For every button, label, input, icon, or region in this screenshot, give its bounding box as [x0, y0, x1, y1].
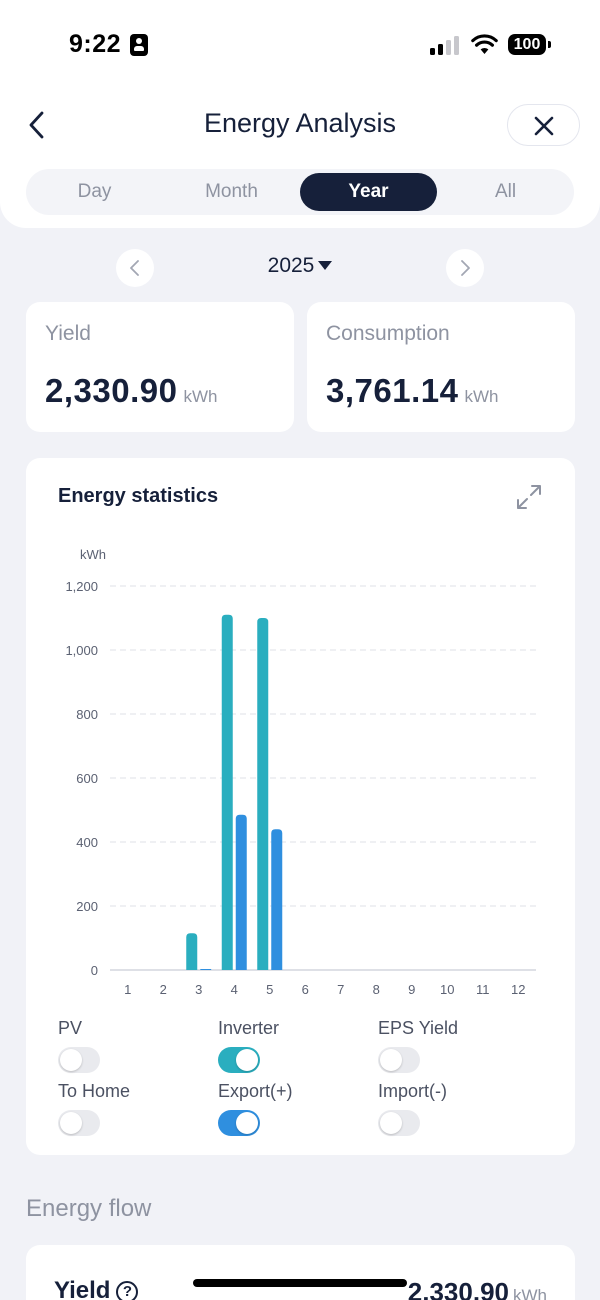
consumption-value: 3,761.14: [326, 372, 459, 409]
close-button[interactable]: [507, 104, 580, 146]
y-tick-label: 600: [76, 771, 98, 786]
x-tick-label: 10: [440, 982, 454, 997]
chevron-left-icon: [130, 260, 139, 276]
bar-inverter-month-3[interactable]: [186, 933, 198, 970]
x-tick-label: 2: [160, 982, 167, 997]
y-tick-label: 800: [76, 707, 98, 722]
contact-card-icon: [130, 34, 148, 56]
next-year-button[interactable]: [446, 249, 484, 287]
x-tick-label: 1: [124, 982, 131, 997]
x-tick-label: 11: [476, 982, 490, 997]
x-tick-label: 6: [302, 982, 309, 997]
legend-eps-yield: EPS Yield: [378, 1018, 459, 1073]
flow-yield-unit: kWh: [513, 1286, 547, 1300]
legend-label: Inverter: [218, 1018, 280, 1038]
x-tick-label: 4: [231, 982, 238, 997]
legend-label: To Home: [58, 1081, 131, 1101]
eps-yield-toggle[interactable]: [378, 1047, 420, 1073]
bar-export-month-3[interactable]: [200, 969, 212, 970]
status-time: 9:22: [69, 30, 122, 58]
x-tick-label: 3: [195, 982, 202, 997]
bar-export-month-5[interactable]: [271, 829, 283, 970]
wifi-icon: [471, 34, 498, 54]
chart-title: Energy statistics: [58, 485, 219, 507]
legend-label: EPS Yield: [378, 1018, 459, 1038]
y-tick-label: 400: [76, 835, 98, 850]
flow-yield-value-row: 2,330.90 kWh: [408, 1277, 547, 1300]
consumption-card: Consumption 3,761.14 kWh: [307, 302, 575, 432]
yield-label: Yield: [45, 322, 91, 345]
energy-statistics-card: Energy statistics kWh 0 200 400 600 800 1,000…: [26, 458, 575, 1155]
x-tick-label: 7: [337, 982, 344, 997]
home-indicator: [193, 1279, 407, 1287]
consumption-label: Consumption: [326, 322, 450, 345]
to-home-toggle[interactable]: [58, 1110, 100, 1136]
import-toggle[interactable]: [378, 1110, 420, 1136]
legend-to-home: To Home: [58, 1081, 131, 1136]
consumption-unit: kWh: [464, 387, 499, 406]
y-tick-label: 200: [76, 899, 98, 914]
legend-inverter: Inverter: [218, 1018, 280, 1073]
yield-card: Yield 2,330.90 kWh: [26, 302, 294, 432]
x-tick-label: 5: [266, 982, 273, 997]
y-axis-unit: kWh: [80, 547, 106, 562]
y-tick-label: 1,000: [65, 643, 98, 658]
help-icon[interactable]: ?: [116, 1281, 139, 1300]
x-tick-label: 9: [408, 982, 415, 997]
tab-year[interactable]: Year: [300, 173, 437, 211]
y-tick-label: 1,200: [65, 579, 98, 594]
legend-label: Export(+): [218, 1081, 293, 1101]
flow-yield-value: 2,330.90: [407, 1277, 509, 1300]
year-selector[interactable]: 2025: [240, 254, 360, 278]
previous-year-button[interactable]: [116, 249, 154, 287]
export-toggle[interactable]: [218, 1110, 260, 1136]
caret-down-icon: [318, 261, 333, 270]
tab-month[interactable]: Month: [205, 181, 258, 202]
legend-label: Import(-): [378, 1081, 447, 1101]
period-tabs: Day Month Year All: [26, 169, 574, 215]
legend-import: Import(-): [378, 1081, 447, 1136]
energy-flow-title: Energy flow: [26, 1195, 152, 1222]
back-button[interactable]: [24, 108, 52, 142]
yield-value: 2,330.90: [45, 372, 178, 409]
pv-toggle[interactable]: [58, 1047, 100, 1073]
close-icon: [534, 116, 554, 136]
yield-value-row: 2,330.90 kWh: [45, 372, 217, 410]
bar-inverter-month-5[interactable]: [257, 618, 269, 970]
cellular-signal-icon: [430, 35, 460, 55]
x-tick-label: 8: [373, 982, 380, 997]
tab-all[interactable]: All: [494, 181, 517, 202]
page-title: Energy Analysis: [203, 108, 397, 138]
legend-pv: PV: [58, 1018, 100, 1073]
consumption-value-row: 3,761.14 kWh: [326, 372, 498, 410]
yield-unit: kWh: [183, 387, 218, 406]
chevron-right-icon: [461, 260, 470, 276]
flow-yield-label: Yield: [54, 1277, 111, 1300]
energy-flow-card: Yield? 2,330.90 kWh: [26, 1245, 575, 1300]
year-value: 2025: [267, 254, 315, 277]
chevron-left-icon: [29, 111, 44, 139]
bar-inverter-month-4[interactable]: [221, 614, 233, 970]
flow-yield-label-row: Yield?: [54, 1277, 139, 1300]
battery-icon: 100: [508, 34, 551, 55]
expand-icon[interactable]: [515, 483, 543, 511]
tab-day[interactable]: Day: [77, 181, 112, 202]
legend-label: PV: [58, 1018, 83, 1038]
inverter-toggle[interactable]: [218, 1047, 260, 1073]
y-tick-label: 0: [91, 963, 98, 978]
x-tick-label: 12: [511, 982, 525, 997]
bar-export-month-4[interactable]: [235, 814, 247, 970]
legend-export: Export(+): [218, 1081, 293, 1136]
